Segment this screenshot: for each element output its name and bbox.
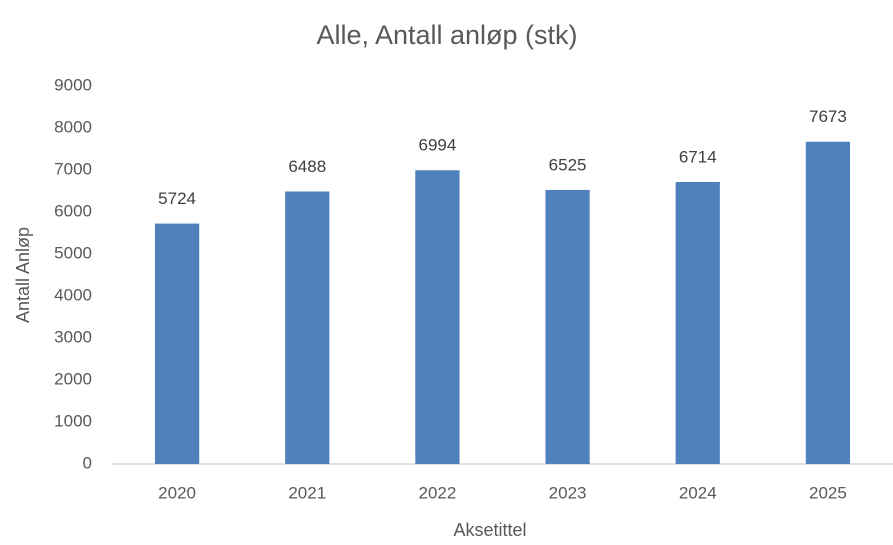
y-tick-label: 7000 — [54, 159, 92, 178]
y-tick-label: 1000 — [54, 411, 92, 430]
y-tick-label: 2000 — [54, 369, 92, 388]
bar — [545, 189, 590, 464]
data-label: 7673 — [809, 107, 847, 126]
x-tick-label: 2020 — [158, 483, 196, 502]
bar — [805, 141, 851, 464]
y-tick-label: 4000 — [54, 285, 92, 304]
data-label: 6525 — [549, 155, 587, 174]
y-axis-label: Antall Anløp — [13, 227, 33, 323]
x-tick-label: 2022 — [419, 483, 457, 502]
bar — [154, 223, 200, 464]
x-tick-label: 2021 — [288, 483, 326, 502]
y-tick-label: 9000 — [54, 75, 92, 94]
data-label: 5724 — [158, 189, 196, 208]
bar — [415, 170, 460, 464]
x-tick-label: 2023 — [549, 483, 587, 502]
bar — [675, 182, 720, 464]
data-label: 6714 — [679, 147, 717, 166]
chart-title: Alle, Antall anløp (stk) — [316, 20, 577, 50]
data-label: 6488 — [288, 157, 326, 176]
y-tick-label: 5000 — [54, 243, 92, 262]
data-label: 6994 — [419, 136, 457, 155]
x-tick-label: 2025 — [809, 483, 847, 502]
y-tick-label: 0 — [83, 453, 92, 472]
y-tick-label: 8000 — [54, 117, 92, 136]
x-tick-label: 2024 — [679, 483, 717, 502]
y-tick-label: 6000 — [54, 201, 92, 220]
bar — [285, 191, 330, 464]
x-axis-label: Aksetittel — [453, 520, 526, 540]
y-tick-label: 3000 — [54, 327, 92, 346]
